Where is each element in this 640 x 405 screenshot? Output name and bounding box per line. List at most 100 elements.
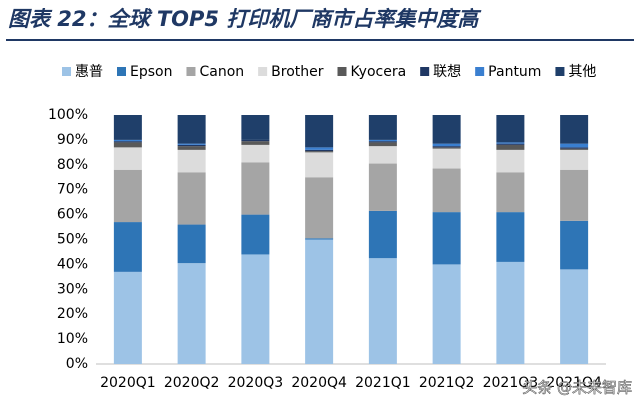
bar-segment [305, 177, 334, 239]
legend-label: 联想 [433, 64, 461, 80]
bar-segment [305, 152, 334, 178]
bar-segment [496, 143, 525, 145]
bar-segment [113, 169, 142, 223]
chart-title: 图表 22：全球 TOP5 打印机厂商市占率集中度高 [8, 7, 482, 31]
bar-segment [177, 263, 206, 364]
y-tick-label: 80% [57, 157, 88, 173]
x-tick-label: 2020Q4 [291, 375, 347, 391]
bar-segment [113, 115, 142, 140]
bar-segment [368, 210, 397, 259]
bar-segment [113, 139, 142, 142]
legend-swatch [186, 67, 196, 76]
bar-segment [432, 147, 461, 149]
legend-label: Brother [271, 64, 324, 80]
legend-label: Pantum [488, 64, 541, 80]
bar-segment [177, 146, 206, 150]
legend-swatch [62, 67, 71, 76]
bar-segment [560, 115, 589, 144]
legend-label: 其他 [568, 64, 596, 80]
legend-label: Canon [199, 64, 244, 80]
bar-segment [496, 144, 525, 150]
bar-segment [432, 148, 461, 169]
bar-segment [113, 142, 142, 148]
bar-segment [368, 139, 397, 142]
y-tick-label: 90% [57, 132, 88, 148]
bar-segment [560, 143, 589, 148]
bar-segment [177, 144, 206, 147]
bar-segment [432, 143, 461, 147]
bar-segment [432, 264, 461, 364]
bar-segment [305, 238, 334, 240]
bar-segment [368, 115, 397, 140]
bar-segment [496, 142, 525, 144]
bar-segment [241, 254, 270, 364]
y-tick-label: 50% [57, 232, 88, 248]
bar-segment [241, 115, 270, 140]
bar-segment [305, 149, 334, 152]
bar-segment [177, 115, 206, 144]
bar-segment [177, 149, 206, 173]
bar-segment [113, 271, 142, 364]
bar-segment [560, 169, 589, 221]
bar-segment [496, 115, 525, 143]
legend-swatch [117, 67, 126, 76]
y-tick-label: 30% [57, 281, 88, 297]
bar-segment [496, 261, 525, 364]
bar-segment [496, 172, 525, 213]
bar-segment [241, 162, 270, 215]
bar-segment [368, 141, 397, 143]
bar-segment [432, 115, 461, 144]
x-tick-label: 2021Q1 [355, 375, 411, 391]
bar-segment [560, 148, 589, 150]
y-tick-label: 70% [57, 182, 88, 198]
bar-segment [241, 144, 270, 163]
x-tick-label: 2020Q3 [228, 375, 284, 391]
x-tick-label: 2021Q3 [483, 375, 539, 391]
watermark: 头条 @未来智库 [522, 379, 632, 397]
bar-segment [432, 212, 461, 265]
bar-segment [113, 147, 142, 170]
y-tick-label: 20% [57, 306, 88, 322]
bar-segment [113, 141, 142, 143]
bar-segment [560, 220, 589, 270]
bar-segment [113, 222, 142, 272]
x-tick-label: 2021Q2 [419, 375, 475, 391]
legend-swatch [475, 67, 485, 76]
x-tick-label: 2020Q1 [100, 375, 156, 391]
bar-segment [305, 239, 334, 364]
legend-swatch [420, 67, 430, 76]
y-tick-label: 60% [57, 207, 88, 223]
bar-segment [368, 142, 397, 147]
bar-segment [496, 212, 525, 262]
legend-swatch [555, 67, 565, 76]
bar-segment [241, 139, 270, 142]
legend-label: Kyocera [351, 64, 407, 80]
bar-segment [432, 168, 461, 213]
bar-segment [241, 214, 270, 255]
bar-segment [560, 149, 589, 170]
bar-segment [305, 115, 334, 148]
legend-label: Epson [130, 64, 172, 80]
bar-segment [368, 258, 397, 364]
bar-segment [177, 224, 206, 264]
y-tick-label: 10% [57, 331, 88, 347]
bar-segment [496, 149, 525, 173]
bar-segment [305, 147, 334, 150]
y-tick-label: 100% [48, 107, 88, 123]
y-tick-label: 0% [66, 356, 88, 372]
bar-segment [177, 172, 206, 225]
x-tick-label: 2021Q4 [546, 375, 602, 391]
bar-segment [368, 146, 397, 164]
bar-segment [241, 141, 270, 145]
bar-segment [560, 269, 589, 364]
bar-segment [560, 147, 589, 149]
legend-swatch [337, 67, 347, 76]
bar-segment [432, 146, 461, 148]
y-tick-label: 40% [57, 256, 88, 272]
legend-swatch [258, 67, 268, 76]
bar-segment [177, 143, 206, 145]
legend-label: 惠普 [75, 64, 103, 80]
bar-segment [305, 151, 334, 153]
bar-segment [368, 163, 397, 211]
